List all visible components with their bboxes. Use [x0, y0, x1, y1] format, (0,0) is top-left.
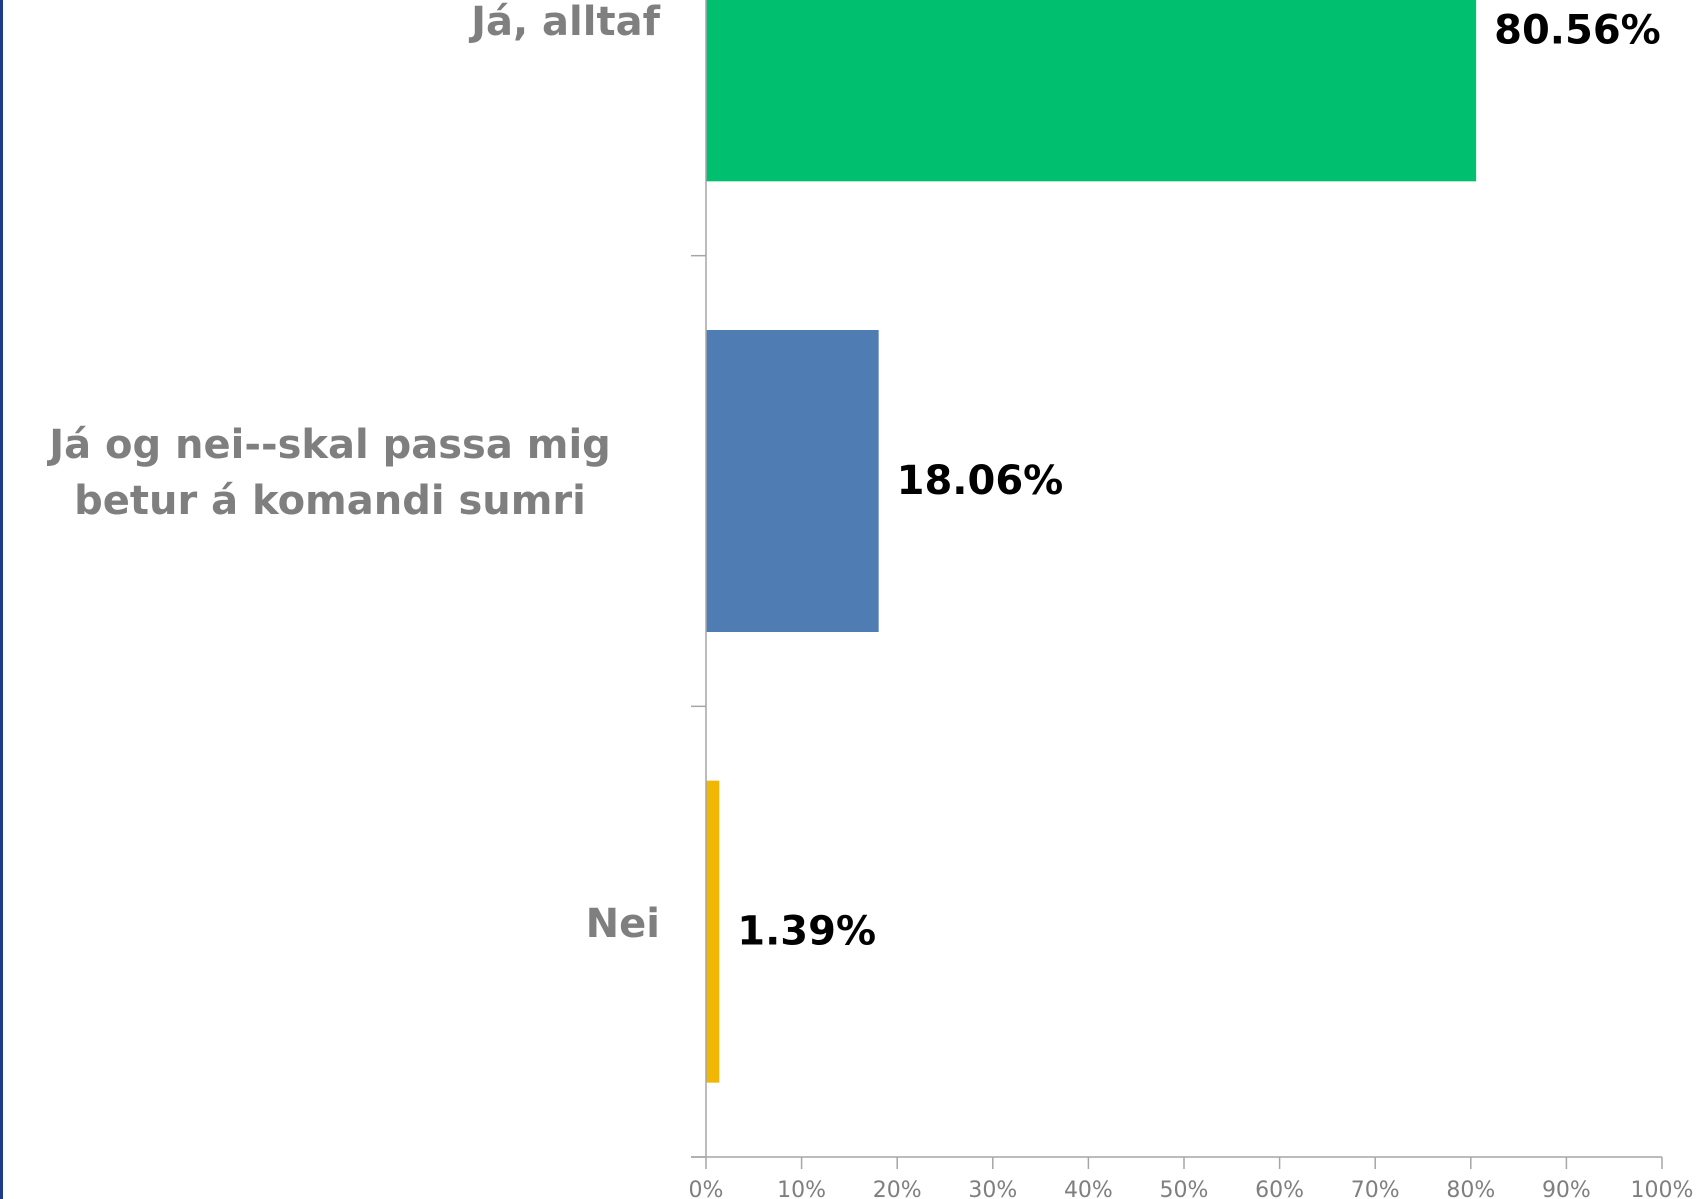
x-tick-label-9: 90%: [1542, 1178, 1591, 1199]
x-tick-label-5: 50%: [1160, 1178, 1209, 1199]
x-tick-label-6: 60%: [1255, 1178, 1304, 1199]
x-tick-label-4: 40%: [1064, 1178, 1113, 1199]
bar-0: [706, 0, 1477, 182]
category-label-1: Já og nei--skal passa mig betur á komand…: [49, 422, 611, 524]
x-tick-label-10: 100%: [1631, 1178, 1694, 1199]
x-tick-label-3: 30%: [968, 1178, 1017, 1199]
x-tick-label-2: 20%: [873, 1178, 922, 1199]
bar-1: [706, 330, 879, 632]
x-tick-label-1: 10%: [777, 1178, 826, 1199]
value-label-0: 80.56%: [1494, 7, 1661, 53]
x-tick-label-8: 80%: [1446, 1178, 1495, 1199]
x-tick-label-7: 70%: [1351, 1178, 1400, 1199]
left-edge-border: [0, 0, 3, 1199]
value-label-2: 1.39%: [737, 909, 876, 955]
category-label-2: Nei: [585, 900, 660, 947]
bar-2: [706, 780, 720, 1083]
category-label-0: Já, alltaf: [471, 0, 660, 46]
value-label-1: 18.06%: [897, 458, 1064, 504]
x-tick-label-0: 0%: [689, 1178, 724, 1199]
